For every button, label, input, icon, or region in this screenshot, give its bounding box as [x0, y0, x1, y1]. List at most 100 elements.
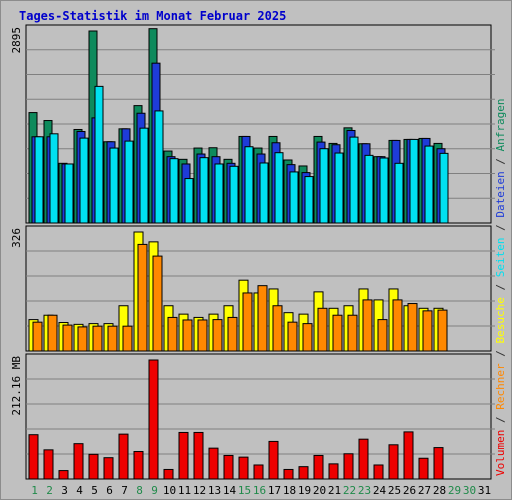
panel-requests-ymax-label: 2895: [10, 27, 23, 54]
bar-seiten-day-12: [199, 157, 209, 224]
bar-volumen-day-19: [298, 466, 309, 480]
bar-rechner-day-5: [92, 325, 103, 352]
bar-volumen-day-11: [178, 431, 189, 480]
bar-rechner-day-10: [167, 316, 178, 352]
bar-volumen-day-17: [268, 440, 279, 480]
bar-rechner-day-16: [257, 285, 268, 352]
bar-volumen-day-7: [118, 433, 129, 480]
bar-seiten-day-5: [94, 85, 104, 224]
x-tick-day-14: 14: [223, 484, 237, 497]
legend-item: /: [494, 410, 507, 430]
bar-seiten-day-18: [289, 171, 299, 224]
bar-volumen-day-3: [58, 470, 69, 480]
bar-volumen-day-20: [313, 454, 324, 480]
bar-rechner-day-15: [242, 292, 253, 352]
bar-volumen-day-28: [433, 447, 444, 480]
x-tick-day-18: 18: [283, 484, 296, 497]
bar-volumen-day-16: [253, 464, 264, 480]
panel-visits-ymax-label: 326: [10, 228, 23, 248]
bar-rechner-day-3: [62, 324, 73, 352]
bar-rechner-day-6: [107, 325, 118, 352]
bar-rechner-day-1: [32, 321, 43, 352]
legend-item: Besuche: [494, 297, 507, 343]
bar-rechner-day-19: [302, 323, 313, 352]
x-tick-day-21: 21: [328, 484, 341, 497]
bar-rechner-day-11: [182, 319, 193, 352]
legend-item: Rechner: [494, 363, 507, 410]
bar-rechner-day-7: [122, 325, 133, 352]
x-tick-day-5: 5: [91, 484, 98, 497]
bar-seiten-day-3: [64, 163, 74, 224]
panel-volume: 212.16 MB: [10, 353, 495, 480]
bar-seiten-day-6: [109, 147, 119, 224]
bar-rechner-day-12: [197, 319, 208, 352]
x-tick-day-9: 9: [151, 484, 158, 497]
bar-volumen-day-9: [148, 359, 159, 480]
x-tick-day-19: 19: [298, 484, 311, 497]
legend-item: /: [494, 277, 507, 297]
bar-volumen-day-12: [193, 431, 204, 480]
bar-rechner-day-20: [317, 307, 328, 352]
bar-volumen-day-24: [373, 464, 384, 480]
bar-seiten-day-14: [229, 165, 239, 224]
x-tick-day-16: 16: [253, 484, 266, 497]
x-tick-day-31: 31: [478, 484, 491, 497]
bar-volumen-day-27: [418, 457, 429, 480]
bar-volumen-day-14: [223, 454, 234, 480]
bar-volumen-day-15: [238, 456, 249, 480]
bar-rechner-day-23: [362, 299, 373, 352]
x-tick-day-13: 13: [208, 484, 221, 497]
bar-seiten-day-16: [259, 162, 269, 224]
bar-rechner-day-2: [47, 314, 58, 352]
bar-volumen-day-6: [103, 457, 114, 480]
vertical-legend: Volumen / Rechner / Besuche / Seiten / D…: [494, 98, 507, 476]
bar-rechner-day-4: [77, 326, 88, 352]
bar-rechner-day-25: [392, 299, 403, 352]
bar-rechner-day-24: [377, 319, 388, 352]
bar-seiten-day-24: [379, 157, 389, 224]
bar-volumen-day-1: [28, 434, 39, 480]
bar-volumen-day-13: [208, 447, 219, 480]
bar-rechner-day-8: [137, 243, 148, 352]
bar-rechner-day-28: [437, 309, 448, 352]
legend-item: /: [494, 151, 507, 171]
bar-seiten-day-17: [274, 152, 284, 224]
panels-group: 2895 326 212.16 MB: [10, 24, 495, 480]
bar-seiten-day-9: [154, 110, 164, 224]
x-tick-day-24: 24: [373, 484, 387, 497]
panel-requests: 2895: [10, 24, 495, 224]
x-tick-day-23: 23: [358, 484, 371, 497]
bar-seiten-day-23: [364, 154, 374, 224]
bar-seiten-day-26: [409, 138, 419, 224]
x-tick-day-17: 17: [268, 484, 281, 497]
bar-seiten-day-11: [184, 178, 194, 224]
x-tick-day-8: 8: [136, 484, 143, 497]
bar-seiten-day-22: [349, 136, 359, 224]
x-tick-day-12: 12: [193, 484, 206, 497]
bar-seiten-day-2: [49, 133, 59, 224]
bar-seiten-day-21: [334, 152, 344, 224]
bar-rechner-day-21: [332, 314, 343, 352]
bar-seiten-day-8: [139, 127, 149, 224]
bar-volumen-day-21: [328, 463, 339, 480]
panel-volume-ymax-label: 212.16 MB: [10, 356, 23, 416]
legend-item: Dateien: [494, 171, 507, 217]
x-tick-day-25: 25: [388, 484, 401, 497]
bar-volumen-day-26: [403, 431, 414, 480]
x-tick-day-22: 22: [343, 484, 356, 497]
x-tick-day-7: 7: [121, 484, 128, 497]
legend-item: /: [494, 218, 507, 238]
bar-rechner-day-27: [422, 310, 433, 352]
x-tick-day-3: 3: [61, 484, 68, 497]
bar-seiten-day-25: [394, 162, 404, 224]
legend-item: Seiten: [494, 238, 507, 278]
legend-item: /: [494, 344, 507, 364]
bar-rechner-day-13: [212, 319, 223, 352]
x-tick-day-1: 1: [31, 484, 38, 497]
bar-volumen-day-4: [73, 443, 84, 480]
bar-rechner-day-26: [407, 303, 418, 352]
bar-seiten-day-10: [169, 158, 179, 224]
bar-volumen-day-10: [163, 468, 174, 480]
